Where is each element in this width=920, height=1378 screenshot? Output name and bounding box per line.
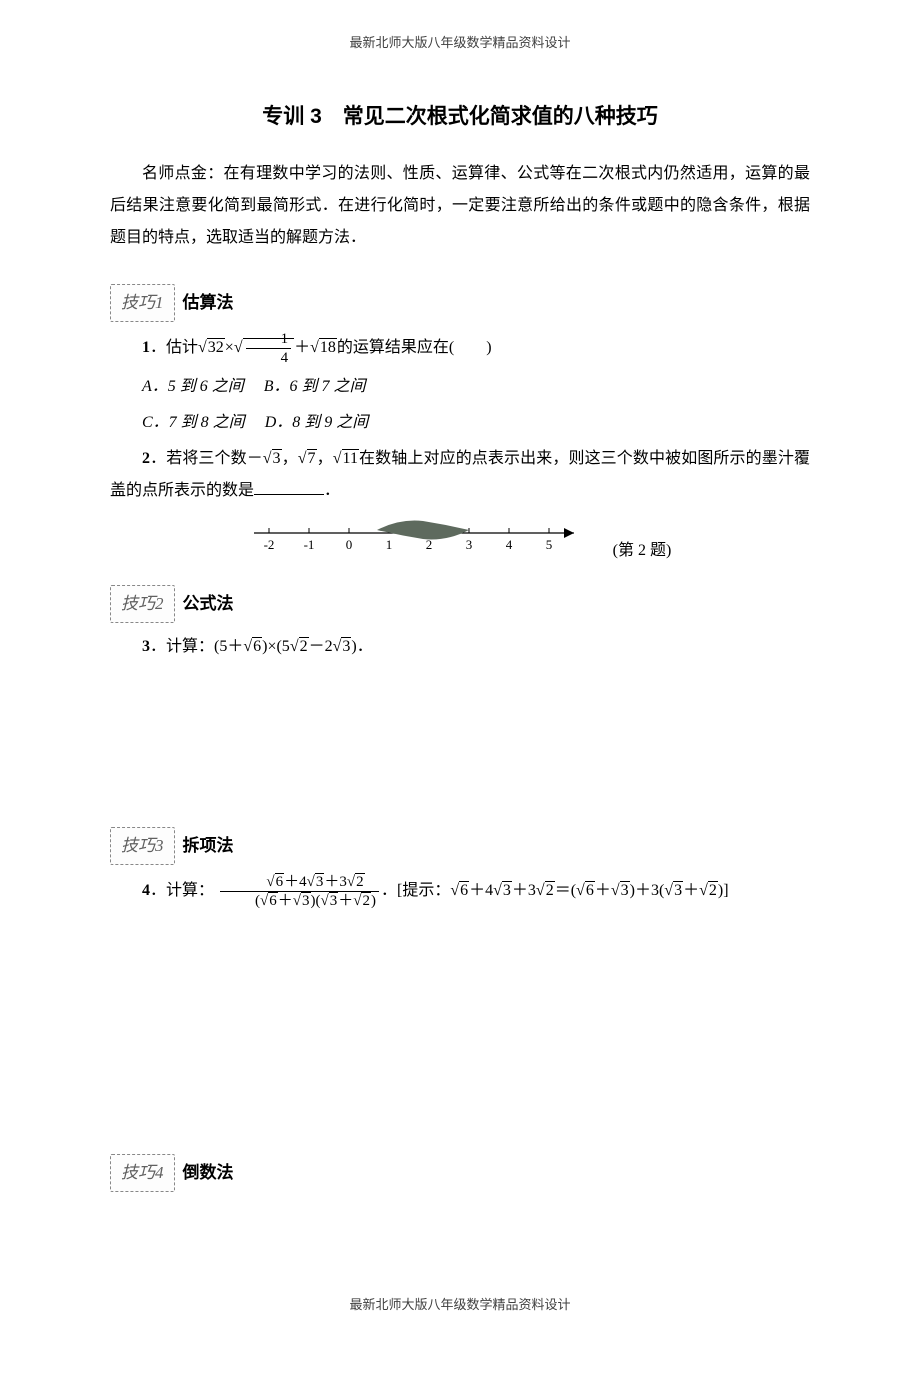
section-2: 技巧2 公式法 <box>110 585 810 623</box>
q1-sqrt18: √18 <box>310 338 337 356</box>
section-3: 技巧3 拆项法 <box>110 827 810 865</box>
svg-text:0: 0 <box>345 537 352 552</box>
page-title: 专训 3 常见二次根式化简求值的八种技巧 <box>110 96 810 138</box>
section-4: 技巧4 倒数法 <box>110 1154 810 1192</box>
q1-plus: ＋ <box>294 339 310 356</box>
q2-r1: √3 <box>263 449 282 467</box>
q2-figure: -2-1012345 (第 2 题) <box>110 513 810 567</box>
section-title-2: 公式法 <box>183 594 234 613</box>
section-title-4: 倒数法 <box>183 1163 234 1182</box>
q1-options-cd: C．7 到 8 之间 D．8 到 9 之间 <box>110 407 810 439</box>
section-title-1: 估算法 <box>183 293 234 312</box>
q1-options-ab: A．5 到 6 之间 B．6 到 7 之间 <box>110 371 810 403</box>
q4-fraction: √6＋4√3＋3√2 (√6＋√3)(√3＋√2) <box>220 873 379 910</box>
q3-a: ．计算：(5＋ <box>150 638 243 655</box>
q1-optB: B．6 到 7 之间 <box>264 378 366 395</box>
q2-tail: ． <box>324 482 340 499</box>
q1-num: 1 <box>142 339 150 356</box>
q2-a: ．若将三个数－ <box>150 450 263 467</box>
question-2: 2．若将三个数－√3，√7，√11在数轴上对应的点表示出来，则这三个数中被如图所… <box>110 443 810 507</box>
footer-note: 最新北师大版八年级数学精品资料设计 <box>110 1292 810 1318</box>
q4-num: 4 <box>142 882 150 899</box>
q3-r3: √3 <box>333 637 352 655</box>
q3-r1: √6 <box>243 637 262 655</box>
q1-b: 的运算结果应在( ) <box>337 339 492 356</box>
q4-a: ．计算： <box>150 882 214 899</box>
q1-optD: D．8 到 9 之间 <box>265 414 369 431</box>
q2-caption: (第 2 题) <box>613 542 672 559</box>
section-1: 技巧1 估算法 <box>110 284 810 322</box>
intro-text: 名师点金：在有理数中学习的法则、性质、运算律、公式等在二次根式内仍然适用，运算的… <box>110 158 810 254</box>
q2-r3: √11 <box>333 449 359 467</box>
q1-mult: × <box>225 339 234 356</box>
q3-r2: √2 <box>290 637 309 655</box>
q3-num: 3 <box>142 638 150 655</box>
q1-a: ．估计 <box>150 339 198 356</box>
q3-b: )． <box>351 638 372 655</box>
question-4: 4．计算： √6＋4√3＋3√2 (√6＋√3)(√3＋√2) ．[提示：√6＋… <box>110 873 810 910</box>
numberline-svg: -2-1012345 <box>249 513 609 555</box>
svg-text:-1: -1 <box>303 537 314 552</box>
svg-text:1: 1 <box>385 537 392 552</box>
q1-sqrt-frac: √14 <box>234 338 294 356</box>
section-tag-4: 技巧4 <box>110 1154 175 1192</box>
q2-r2: √7 <box>298 449 317 467</box>
question-1: 1．估计√32×√14＋√18的运算结果应在( ) <box>110 330 810 367</box>
q4-b: ．[提示： <box>381 882 450 899</box>
svg-text:5: 5 <box>545 537 552 552</box>
q2-num: 2 <box>142 450 150 467</box>
q1-optC: C．7 到 8 之间 <box>142 414 261 431</box>
svg-text:-2: -2 <box>263 537 274 552</box>
section-tag-1: 技巧1 <box>110 284 175 322</box>
q2-blank <box>254 494 324 495</box>
workspace-q3 <box>110 663 810 813</box>
svg-text:3: 3 <box>465 537 472 552</box>
section-tag-2: 技巧2 <box>110 585 175 623</box>
header-note: 最新北师大版八年级数学精品资料设计 <box>110 30 810 56</box>
section-title-3: 拆项法 <box>183 836 234 855</box>
q1-optA: A．5 到 6 之间 <box>142 378 260 395</box>
section-tag-3: 技巧3 <box>110 827 175 865</box>
q1-sqrt32: √32 <box>198 338 225 356</box>
svg-text:4: 4 <box>505 537 512 552</box>
workspace-q4 <box>110 910 810 1140</box>
question-3: 3．计算：(5＋√6)×(5√2－2√3)． <box>110 631 810 663</box>
